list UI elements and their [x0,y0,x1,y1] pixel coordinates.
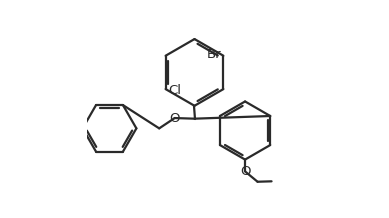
Text: O: O [170,112,180,124]
Text: O: O [240,165,251,178]
Text: Cl: Cl [168,84,181,97]
Text: Br: Br [207,48,222,61]
